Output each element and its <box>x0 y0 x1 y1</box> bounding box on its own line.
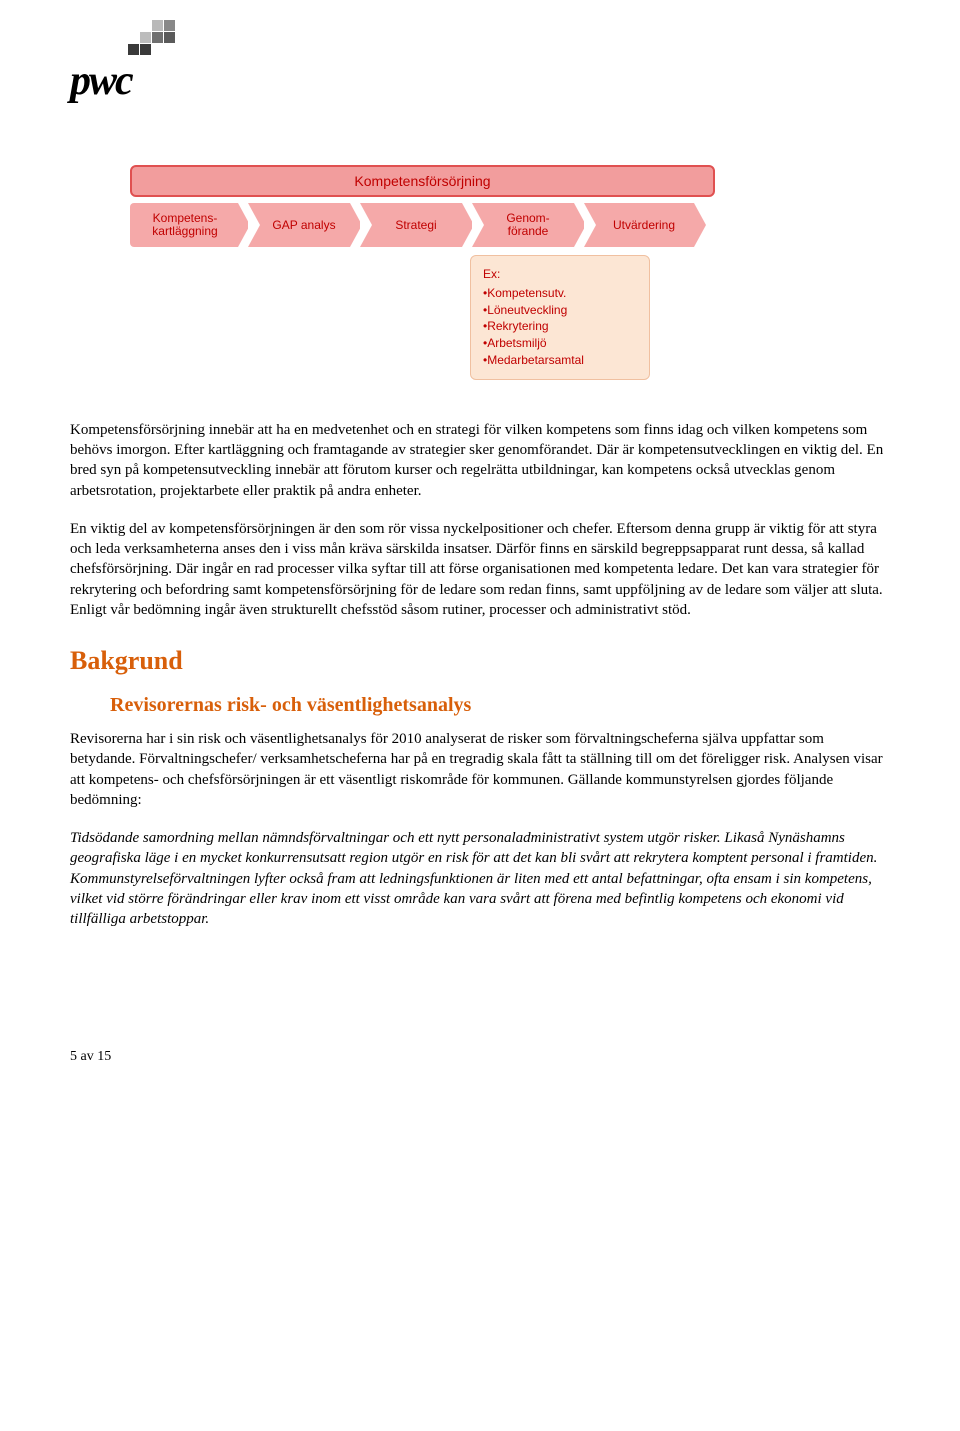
logo-pixel <box>164 32 175 43</box>
flow-step: Kompetens-kartläggning <box>130 203 238 247</box>
pwc-logo: pwc <box>70 20 890 105</box>
logo-pixel <box>164 44 175 55</box>
logo-text: pwc <box>70 57 890 105</box>
heading-bakgrund: Bakgrund <box>70 646 890 676</box>
diagram-callout: Ex: •Kompetensutv.•Löneutveckling•Rekryt… <box>470 255 650 380</box>
logo-pixel <box>128 44 139 55</box>
logo-pixel <box>140 20 151 31</box>
flow-step-label: Kompetens-kartläggning <box>152 212 217 238</box>
logo-pixel-grid <box>128 20 890 55</box>
paragraph-4: Tidsödande samordning mellan nämndsförva… <box>70 828 890 929</box>
callout-item: •Medarbetarsamtal <box>483 352 637 369</box>
callout-item: •Rekrytering <box>483 318 637 335</box>
paragraph-1: Kompetensförsörjning innebär att ha en m… <box>70 420 890 501</box>
logo-pixel <box>128 20 139 31</box>
logo-pixel <box>164 20 175 31</box>
flow-step: Strategi <box>360 203 462 247</box>
flow-step: Utvärdering <box>584 203 694 247</box>
callout-item: •Kompetensutv. <box>483 285 637 302</box>
paragraph-2: En viktig del av kompetensförsörjningen … <box>70 519 890 620</box>
paragraph-3: Revisorerna har i sin risk och väsentlig… <box>70 729 890 810</box>
logo-pixel <box>128 32 139 43</box>
flow-step: GAP analys <box>248 203 350 247</box>
logo-pixel <box>140 32 151 43</box>
logo-pixel <box>152 20 163 31</box>
diagram-header: Kompetensförsörjning <box>130 165 715 197</box>
diagram-flow: Kompetens-kartläggning GAP analysStrategi… <box>130 203 770 247</box>
flow-step-label: Genom-förande <box>506 212 549 238</box>
flow-step: Genom-förande <box>472 203 574 247</box>
logo-pixel <box>152 44 163 55</box>
logo-pixel <box>140 44 151 55</box>
heading-revisorer: Revisorernas risk- och väsentlighetsanal… <box>110 694 890 717</box>
logo-pixel <box>152 32 163 43</box>
process-diagram: Kompetensförsörjning Kompetens-kartläggn… <box>130 165 770 380</box>
callout-title: Ex: <box>483 266 637 283</box>
callout-item: •Löneutveckling <box>483 302 637 319</box>
page-footer: 5 av 15 <box>70 1049 890 1065</box>
callout-item: •Arbetsmiljö <box>483 335 637 352</box>
body-text: Kompetensförsörjning innebär att ha en m… <box>70 420 890 930</box>
